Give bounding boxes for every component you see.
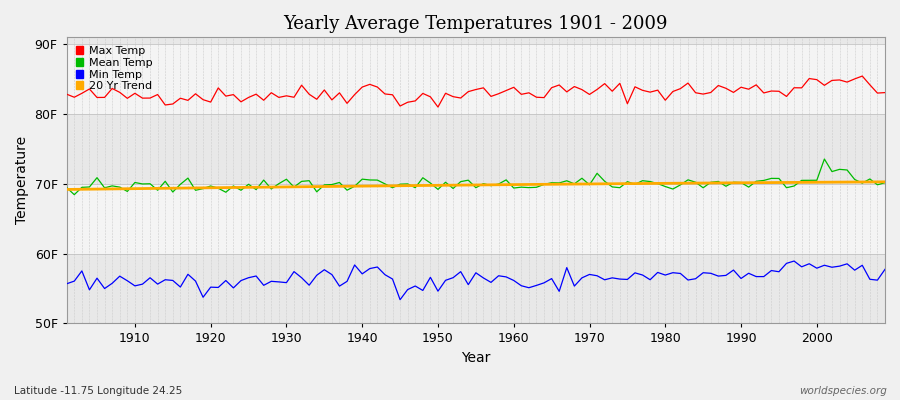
X-axis label: Year: Year [461,351,491,365]
Bar [67,114,885,184]
Bar [67,254,885,324]
Legend: Max Temp, Mean Temp, Min Temp, 20 Yr Trend: Max Temp, Mean Temp, Min Temp, 20 Yr Tre… [72,43,156,94]
Title: Yearly Average Temperatures 1901 - 2009: Yearly Average Temperatures 1901 - 2009 [284,15,668,33]
Y-axis label: Temperature: Temperature [15,136,29,224]
Text: worldspecies.org: worldspecies.org [798,386,886,396]
Bar [67,37,885,44]
Text: Latitude -11.75 Longitude 24.25: Latitude -11.75 Longitude 24.25 [14,386,182,396]
Bar [67,44,885,114]
Bar [67,184,885,254]
